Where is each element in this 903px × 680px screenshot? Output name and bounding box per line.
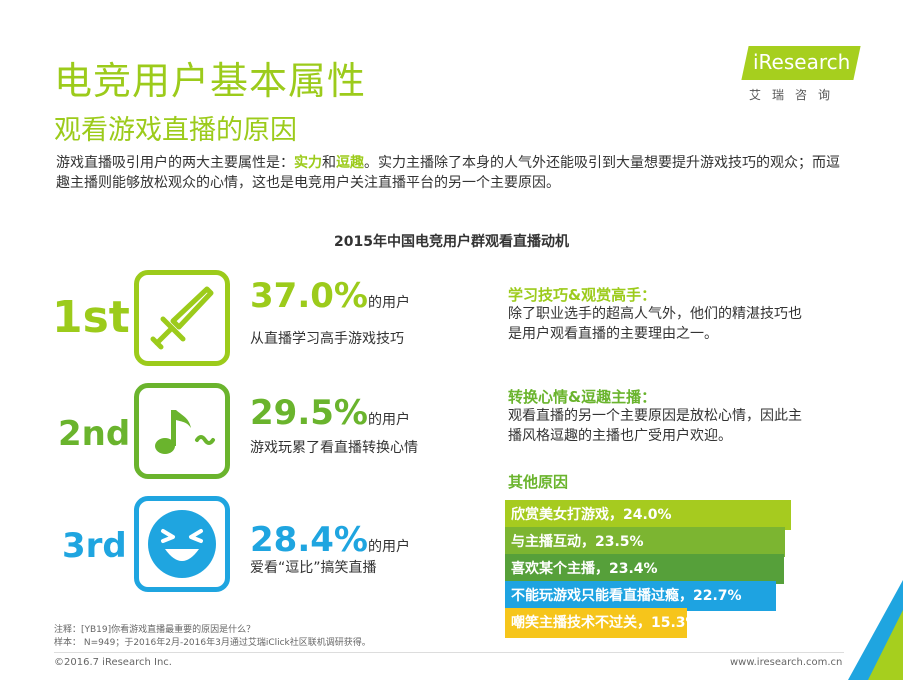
rank-2-icon-box (134, 383, 230, 479)
intro-paragraph: 游戏直播吸引用户的两大主要属性是：实力和逗趣。实力主播除了本身的人气外还能吸引到… (56, 153, 846, 193)
rank-1-stat: 37.0%的用户 (250, 276, 410, 316)
page-subtitle: 观看游戏直播的原因 (54, 115, 297, 146)
other-reason-bar: 欣赏美女打游戏，24.0% (505, 500, 791, 530)
intro-part2: 。实力主播除了本身的人气外还能吸引到大量想要提升游戏技巧的观众；而逗趣主播则能够… (56, 155, 840, 191)
intro-and: 和 (322, 155, 336, 171)
other-reason-bar: 与主播互动，23.5% (505, 527, 785, 557)
logo-text: iResearch (753, 50, 851, 74)
sword-icon (150, 286, 214, 350)
rank-3-stat: 28.4%的用户 (250, 520, 410, 560)
rank-2-desc: 游戏玩累了看直播转换心情 (250, 440, 418, 456)
rank-2-percent: 29.5% (250, 393, 368, 433)
laughing-face-icon (148, 510, 216, 578)
rank-3-icon-box (134, 496, 230, 592)
rank-3-percent: 28.4% (250, 520, 368, 560)
music-note-icon (155, 410, 215, 454)
rank-1-icon-box (134, 270, 230, 366)
rank-1-percent: 37.0% (250, 276, 368, 316)
other-reason-bar: 不能玩游戏只能看直播过瘾，22.7% (505, 581, 776, 611)
note-1-heading: 学习技巧&观赏高手： (508, 286, 657, 304)
logo-chinese-text: 艾瑞咨询 (749, 88, 842, 102)
chart-title: 2015年中国电竞用户群观看直播动机 (334, 234, 569, 250)
other-reason-bar: 嘲笑主播技术不过关，15.3% (505, 608, 700, 638)
other-reasons-title: 其他原因 (508, 473, 569, 491)
rank-3-desc: 爱看“逗比”搞笑直播 (250, 560, 377, 576)
other-reasons-bars: 欣赏美女打游戏，24.0% 与主播互动，23.5% 喜欢某个主播，23.4% 不能玩游… (505, 500, 805, 640)
intro-highlight-strength: 实力 (294, 155, 322, 171)
copyright: ©2016.7 iResearch Inc. (54, 657, 172, 668)
website: www.iresearch.com.cn (730, 657, 843, 668)
corner-decoration (848, 580, 903, 680)
note-2-text: 观看直播的另一个主要原因是放松心情，因此主播风格逗趣的主播也广受用户欢迎。 (508, 408, 802, 444)
note-2-heading: 转换心情&逗趣主播： (508, 388, 657, 406)
other-reason-bar: 喜欢某个主播，23.4% (505, 554, 784, 584)
footnote-question: 注释：[YB19]你看游戏直播最重要的原因是什么？ (54, 625, 256, 635)
rank-3-unit: 的用户 (367, 539, 410, 555)
rank-1-unit: 的用户 (367, 295, 410, 311)
note-1-text: 除了职业选手的超高人气外，他们的精湛技巧也是用户观看直播的主要理由之一。 (508, 306, 802, 342)
rank-2-stat: 29.5%的用户 (250, 393, 410, 433)
rank-label-3: 3rd (62, 526, 127, 566)
iresearch-logo: iResearch 艾瑞咨询 (741, 46, 861, 106)
footer-divider (54, 652, 844, 653)
intro-highlight-fun: 逗趣 (336, 155, 364, 171)
footnote-sample: 样本： N=949；于2016年2月-2016年3月通过艾瑞iClick社区联机… (54, 638, 371, 648)
rank-label-1: 1st (52, 292, 130, 343)
intro-part1: 游戏直播吸引用户的两大主要属性是： (56, 155, 294, 171)
page-title: 电竞用户基本属性 (54, 59, 367, 103)
rank-1-desc: 从直播学习高手游戏技巧 (250, 331, 404, 347)
rank-label-2: 2nd (58, 414, 131, 454)
rank-2-unit: 的用户 (367, 412, 410, 428)
